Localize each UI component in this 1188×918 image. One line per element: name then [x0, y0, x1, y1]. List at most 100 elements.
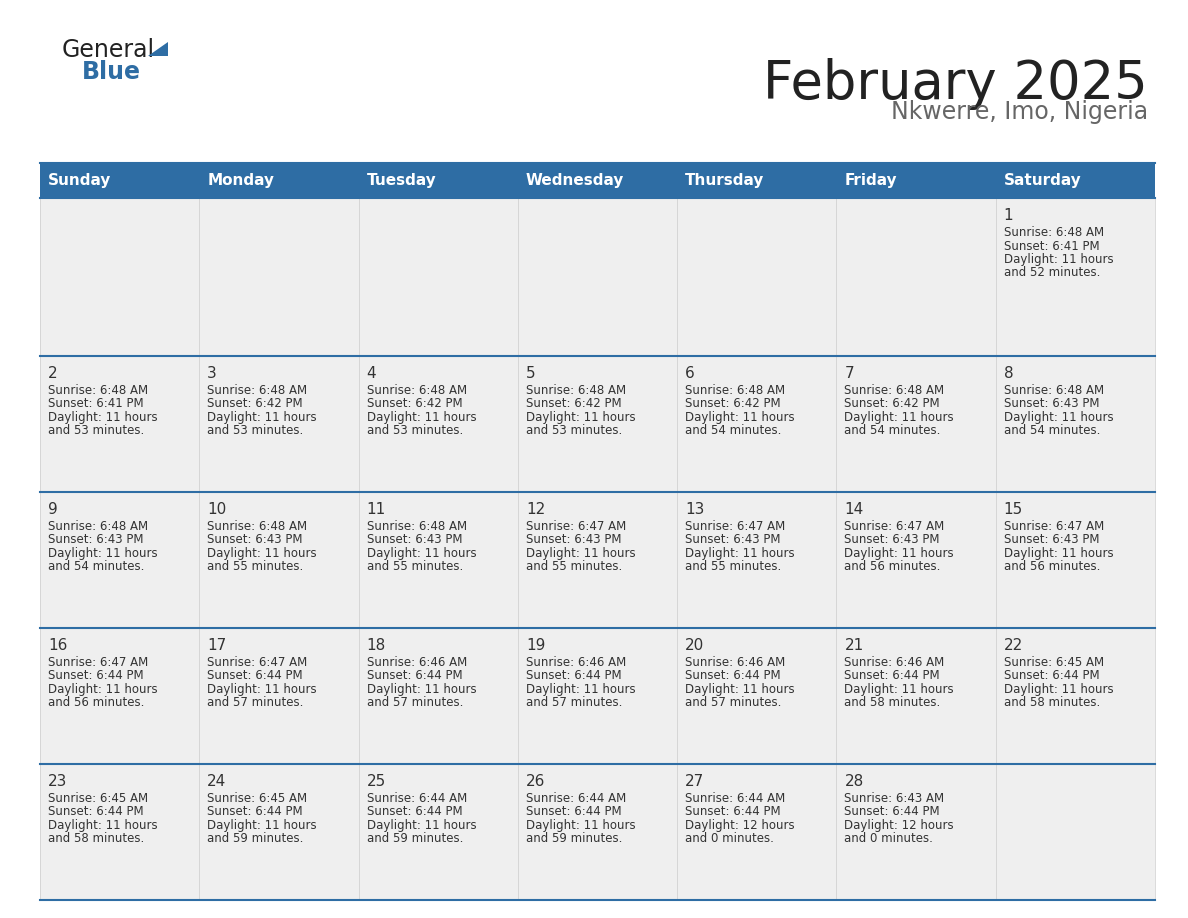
Text: and 58 minutes.: and 58 minutes.	[48, 833, 144, 845]
Text: Sunset: 6:44 PM: Sunset: 6:44 PM	[48, 669, 144, 682]
Text: 9: 9	[48, 502, 58, 517]
Text: Sunrise: 6:48 AM: Sunrise: 6:48 AM	[48, 384, 148, 397]
Text: Daylight: 11 hours: Daylight: 11 hours	[207, 411, 317, 424]
Text: Sunrise: 6:47 AM: Sunrise: 6:47 AM	[48, 656, 148, 669]
Text: 21: 21	[845, 638, 864, 653]
Text: Daylight: 11 hours: Daylight: 11 hours	[1004, 683, 1113, 696]
Text: and 59 minutes.: and 59 minutes.	[367, 833, 463, 845]
Text: and 56 minutes.: and 56 minutes.	[48, 697, 145, 710]
Text: Sunrise: 6:48 AM: Sunrise: 6:48 AM	[207, 520, 308, 533]
Text: Daylight: 11 hours: Daylight: 11 hours	[207, 683, 317, 696]
Text: and 55 minutes.: and 55 minutes.	[367, 561, 463, 574]
Text: and 59 minutes.: and 59 minutes.	[526, 833, 623, 845]
Text: 24: 24	[207, 774, 227, 789]
Text: Sunset: 6:41 PM: Sunset: 6:41 PM	[1004, 240, 1099, 252]
Text: Sunset: 6:41 PM: Sunset: 6:41 PM	[48, 397, 144, 410]
Text: Sunset: 6:44 PM: Sunset: 6:44 PM	[526, 669, 621, 682]
Text: 2: 2	[48, 366, 58, 381]
Text: Daylight: 11 hours: Daylight: 11 hours	[845, 683, 954, 696]
Text: Sunset: 6:44 PM: Sunset: 6:44 PM	[526, 805, 621, 819]
Text: Sunrise: 6:43 AM: Sunrise: 6:43 AM	[845, 792, 944, 805]
Text: 10: 10	[207, 502, 227, 517]
Text: and 53 minutes.: and 53 minutes.	[526, 424, 623, 438]
Text: Saturday: Saturday	[1004, 173, 1081, 188]
Text: Sunrise: 6:48 AM: Sunrise: 6:48 AM	[845, 384, 944, 397]
Text: 6: 6	[685, 366, 695, 381]
Text: Sunrise: 6:45 AM: Sunrise: 6:45 AM	[1004, 656, 1104, 669]
Text: Sunset: 6:44 PM: Sunset: 6:44 PM	[845, 805, 940, 819]
Text: Sunset: 6:42 PM: Sunset: 6:42 PM	[845, 397, 940, 410]
Text: Sunset: 6:44 PM: Sunset: 6:44 PM	[367, 669, 462, 682]
Text: Sunset: 6:44 PM: Sunset: 6:44 PM	[207, 805, 303, 819]
Text: Daylight: 11 hours: Daylight: 11 hours	[845, 547, 954, 560]
Text: 22: 22	[1004, 638, 1023, 653]
Text: and 54 minutes.: and 54 minutes.	[1004, 424, 1100, 438]
Text: Sunrise: 6:45 AM: Sunrise: 6:45 AM	[48, 792, 148, 805]
Text: 15: 15	[1004, 502, 1023, 517]
Text: Sunday: Sunday	[48, 173, 112, 188]
Text: Sunset: 6:44 PM: Sunset: 6:44 PM	[207, 669, 303, 682]
Text: Sunrise: 6:48 AM: Sunrise: 6:48 AM	[367, 384, 467, 397]
Bar	[40, 356, 1155, 492]
Text: Sunset: 6:43 PM: Sunset: 6:43 PM	[367, 533, 462, 546]
Text: and 57 minutes.: and 57 minutes.	[207, 697, 304, 710]
Text: Sunset: 6:42 PM: Sunset: 6:42 PM	[367, 397, 462, 410]
Text: Sunrise: 6:48 AM: Sunrise: 6:48 AM	[526, 384, 626, 397]
Text: Sunrise: 6:44 AM: Sunrise: 6:44 AM	[685, 792, 785, 805]
Text: 19: 19	[526, 638, 545, 653]
Text: Daylight: 12 hours: Daylight: 12 hours	[845, 819, 954, 832]
Text: Daylight: 11 hours: Daylight: 11 hours	[526, 683, 636, 696]
Text: 5: 5	[526, 366, 536, 381]
Text: Monday: Monday	[207, 173, 274, 188]
Text: and 56 minutes.: and 56 minutes.	[845, 561, 941, 574]
Text: Sunrise: 6:46 AM: Sunrise: 6:46 AM	[845, 656, 944, 669]
Text: Sunset: 6:43 PM: Sunset: 6:43 PM	[1004, 533, 1099, 546]
Text: Daylight: 11 hours: Daylight: 11 hours	[1004, 547, 1113, 560]
Bar	[40, 492, 1155, 628]
Bar	[40, 628, 1155, 764]
Bar	[40, 764, 1155, 900]
Text: Daylight: 11 hours: Daylight: 11 hours	[48, 683, 158, 696]
Text: Sunrise: 6:48 AM: Sunrise: 6:48 AM	[1004, 226, 1104, 239]
Text: Daylight: 11 hours: Daylight: 11 hours	[526, 547, 636, 560]
Text: Daylight: 11 hours: Daylight: 11 hours	[48, 411, 158, 424]
Text: Sunrise: 6:46 AM: Sunrise: 6:46 AM	[526, 656, 626, 669]
Text: and 0 minutes.: and 0 minutes.	[845, 833, 934, 845]
Text: General: General	[62, 38, 156, 62]
Text: and 55 minutes.: and 55 minutes.	[207, 561, 304, 574]
Text: and 58 minutes.: and 58 minutes.	[1004, 697, 1100, 710]
Text: Sunrise: 6:47 AM: Sunrise: 6:47 AM	[1004, 520, 1104, 533]
Text: Daylight: 11 hours: Daylight: 11 hours	[1004, 411, 1113, 424]
Text: 14: 14	[845, 502, 864, 517]
Text: Sunset: 6:44 PM: Sunset: 6:44 PM	[845, 669, 940, 682]
Text: February 2025: February 2025	[763, 58, 1148, 110]
Text: Daylight: 11 hours: Daylight: 11 hours	[685, 547, 795, 560]
Text: 16: 16	[48, 638, 68, 653]
Text: and 52 minutes.: and 52 minutes.	[1004, 266, 1100, 279]
Text: 12: 12	[526, 502, 545, 517]
Text: Sunrise: 6:46 AM: Sunrise: 6:46 AM	[367, 656, 467, 669]
Text: Sunrise: 6:48 AM: Sunrise: 6:48 AM	[685, 384, 785, 397]
Text: and 55 minutes.: and 55 minutes.	[685, 561, 782, 574]
Text: Daylight: 11 hours: Daylight: 11 hours	[685, 683, 795, 696]
Text: Sunrise: 6:47 AM: Sunrise: 6:47 AM	[845, 520, 944, 533]
Text: Sunrise: 6:48 AM: Sunrise: 6:48 AM	[367, 520, 467, 533]
Text: Sunset: 6:42 PM: Sunset: 6:42 PM	[526, 397, 621, 410]
Text: Sunset: 6:44 PM: Sunset: 6:44 PM	[685, 805, 781, 819]
Text: Sunset: 6:43 PM: Sunset: 6:43 PM	[845, 533, 940, 546]
Text: and 54 minutes.: and 54 minutes.	[48, 561, 145, 574]
Text: Daylight: 11 hours: Daylight: 11 hours	[526, 411, 636, 424]
Text: and 54 minutes.: and 54 minutes.	[685, 424, 782, 438]
Text: Nkwerre, Imo, Nigeria: Nkwerre, Imo, Nigeria	[891, 100, 1148, 124]
Text: Sunrise: 6:48 AM: Sunrise: 6:48 AM	[1004, 384, 1104, 397]
Text: Friday: Friday	[845, 173, 897, 188]
Text: 28: 28	[845, 774, 864, 789]
Text: Daylight: 11 hours: Daylight: 11 hours	[526, 819, 636, 832]
Text: Sunrise: 6:44 AM: Sunrise: 6:44 AM	[367, 792, 467, 805]
Text: Daylight: 11 hours: Daylight: 11 hours	[367, 411, 476, 424]
Text: Sunset: 6:43 PM: Sunset: 6:43 PM	[207, 533, 303, 546]
Text: and 54 minutes.: and 54 minutes.	[845, 424, 941, 438]
Text: Sunrise: 6:47 AM: Sunrise: 6:47 AM	[685, 520, 785, 533]
Text: Daylight: 11 hours: Daylight: 11 hours	[48, 819, 158, 832]
Text: 7: 7	[845, 366, 854, 381]
